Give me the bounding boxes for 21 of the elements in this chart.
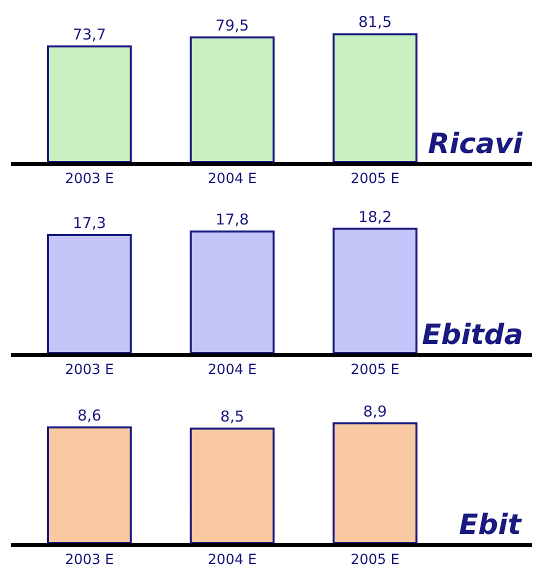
text: Ebit — [459, 508, 523, 541]
data-label: 18,2 — [358, 208, 392, 226]
data-label: 79,5 — [216, 16, 249, 34]
text: Ebitda — [422, 318, 524, 351]
data-label: 17,3 — [72, 214, 106, 232]
data-label: 73,7 — [72, 25, 106, 44]
x-tick-label: 2005 E — [350, 170, 400, 187]
x-tick-label: 2004 E — [208, 170, 257, 187]
data-label: 8,9 — [363, 402, 387, 420]
data-label: 8,5 — [220, 408, 244, 426]
x-tick-label: 2004 E — [208, 362, 257, 378]
data-label: 81,5 — [358, 13, 392, 32]
text: Ricavi — [428, 127, 523, 160]
data-label: 17,8 — [216, 210, 249, 229]
x-tick-label: 2005 E — [350, 362, 400, 378]
x-tick-label: 2005 E — [350, 552, 400, 568]
x-tick-label: 2004 E — [208, 552, 257, 568]
x-tick-label: 2003 E — [64, 552, 114, 568]
x-tick-label: 2003 E — [64, 170, 114, 187]
x-tick-label: 2003 E — [64, 362, 114, 378]
data-label: 8,6 — [77, 406, 102, 424]
